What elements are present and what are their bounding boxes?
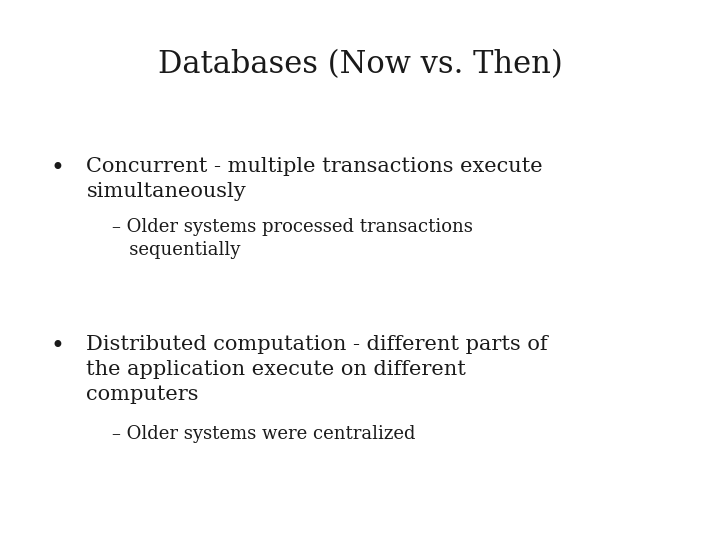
Text: Concurrent - multiple transactions execute
simultaneously: Concurrent - multiple transactions execu…: [86, 157, 543, 200]
Text: Databases (Now vs. Then): Databases (Now vs. Then): [158, 49, 562, 79]
Text: – Older systems were centralized: – Older systems were centralized: [112, 425, 415, 443]
Text: – Older systems processed transactions
   sequentially: – Older systems processed transactions s…: [112, 218, 472, 259]
Text: •: •: [50, 157, 64, 180]
Text: •: •: [50, 335, 64, 358]
Text: Distributed computation - different parts of
the application execute on differen: Distributed computation - different part…: [86, 335, 548, 404]
